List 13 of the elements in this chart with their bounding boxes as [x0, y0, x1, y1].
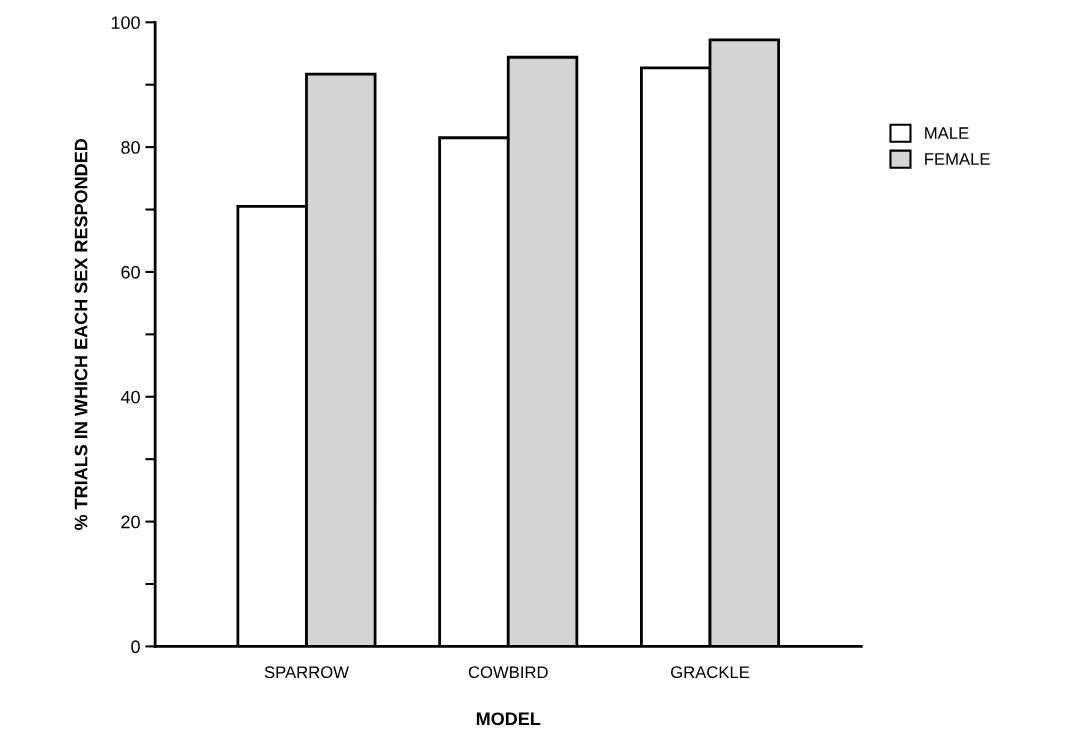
legend-label: MALE: [925, 127, 969, 139]
y-tick-label: 100: [111, 16, 140, 30]
x-tick-label: GRACKLE: [671, 666, 750, 679]
x-tick-label: COWBIRD: [468, 666, 548, 679]
y-tick-label: 0: [131, 640, 140, 654]
y-axis-title: % TRIALS IN WHICH EACH SEX RESPONDED: [74, 138, 88, 531]
y-tick-label: 20: [121, 515, 140, 529]
legend-label: FEMALE: [925, 153, 990, 165]
y-tick-label: 80: [121, 141, 140, 154]
x-axis-title: MODEL: [476, 712, 541, 726]
y-tick-label: 40: [120, 390, 140, 404]
y-tick-label: 60: [121, 265, 140, 279]
x-tick-label: SPARROW: [264, 666, 349, 679]
